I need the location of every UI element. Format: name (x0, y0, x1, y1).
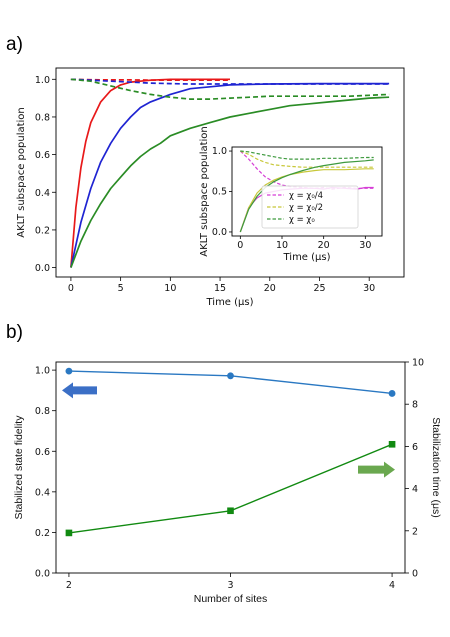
y-tick-label-a: 0.0 (35, 263, 50, 274)
legend-label: χ = χ₀/4 (289, 191, 323, 201)
data-point-square (227, 507, 234, 515)
x-tick-label-inset: 10 (276, 240, 288, 251)
y-axis-title-b: Stabilized state fidelity (13, 415, 25, 520)
x-tick-label-b: 4 (389, 580, 395, 591)
series-line-3 (70, 78, 390, 85)
y-tick-label-a: 0.6 (35, 150, 50, 161)
series-line-b-1 (68, 443, 393, 534)
y-tick-label-a: 1.0 (35, 75, 50, 86)
x-tick-label-inset: 0 (237, 240, 243, 251)
y-tick-label-right-b: 4 (412, 484, 418, 495)
data-point-circle (227, 372, 234, 380)
arrow-right-icon (358, 461, 395, 478)
x-tick-label-a: 30 (363, 283, 375, 294)
inset-series-line-5 (240, 150, 374, 160)
y-tick-label-right-b: 6 (412, 442, 418, 453)
panel-a-label: a) (6, 34, 23, 55)
y-tick-label-right-b: 2 (412, 526, 418, 537)
data-point-circle (65, 367, 73, 375)
inset-legend-box (261, 185, 359, 229)
inset-series-line-1 (239, 150, 374, 190)
series-line-5 (70, 78, 390, 100)
y-axis-title-inset: AKLT subspace population (199, 126, 210, 257)
x-axis-title-inset: Time (μs) (282, 252, 330, 263)
x-tick-label-a: 20 (264, 283, 276, 294)
y-axis-title-right-b: Stabilization time (μs) (430, 417, 442, 518)
y-tick-label-a: 0.8 (35, 112, 50, 123)
y-tick-label-a: 0.2 (35, 225, 50, 236)
x-tick-label-a: 15 (214, 283, 226, 294)
arrow-left-icon (62, 382, 97, 399)
y-tick-label-b: 0.0 (35, 569, 50, 580)
series-line-4 (70, 96, 390, 268)
y-tick-label-b: 0.4 (35, 487, 50, 498)
inset-series-line-3 (240, 150, 374, 168)
x-tick-label-a: 0 (68, 283, 74, 294)
y-tick-label-b: 0.2 (35, 528, 50, 539)
data-point-square (388, 440, 396, 448)
x-tick-label-inset: 30 (359, 240, 371, 251)
data-point-square (65, 529, 73, 537)
y-tick-label-a: 0.4 (35, 188, 50, 199)
y-tick-label-b: 1.0 (35, 366, 50, 377)
y-tick-label-inset: 1.0 (212, 146, 227, 157)
inset-series-line-4 (239, 159, 374, 233)
y-tick-label-b: 0.6 (35, 447, 50, 458)
data-point-circle (388, 390, 396, 397)
y-tick-label-inset: 0.5 (212, 187, 227, 198)
legend-label: χ = χ₀/2 (289, 203, 323, 213)
y-tick-label-inset: 0.0 (212, 227, 227, 238)
x-axis-title-b: Number of sites (194, 593, 268, 605)
panel-b-label: b) (6, 322, 23, 343)
y-tick-label-right-b: 10 (412, 358, 424, 369)
legend-label: χ = χ₀ (289, 215, 315, 225)
plot-frame-b (55, 361, 406, 574)
x-tick-label-b: 2 (66, 580, 72, 591)
y-tick-label-right-b: 0 (412, 569, 418, 580)
x-axis-title-a: Time (μs) (205, 297, 253, 308)
plot-frame-a (55, 67, 405, 278)
x-tick-label-a: 10 (164, 283, 176, 294)
x-tick-label-b: 3 (227, 580, 233, 591)
x-tick-label-a: 25 (313, 283, 325, 294)
x-tick-label-a: 5 (118, 283, 124, 294)
y-tick-label-right-b: 8 (412, 400, 418, 411)
y-axis-title-a: AKLT subspace population (16, 107, 27, 238)
y-tick-label-b: 0.8 (35, 406, 50, 417)
x-tick-label-inset: 20 (318, 240, 330, 251)
